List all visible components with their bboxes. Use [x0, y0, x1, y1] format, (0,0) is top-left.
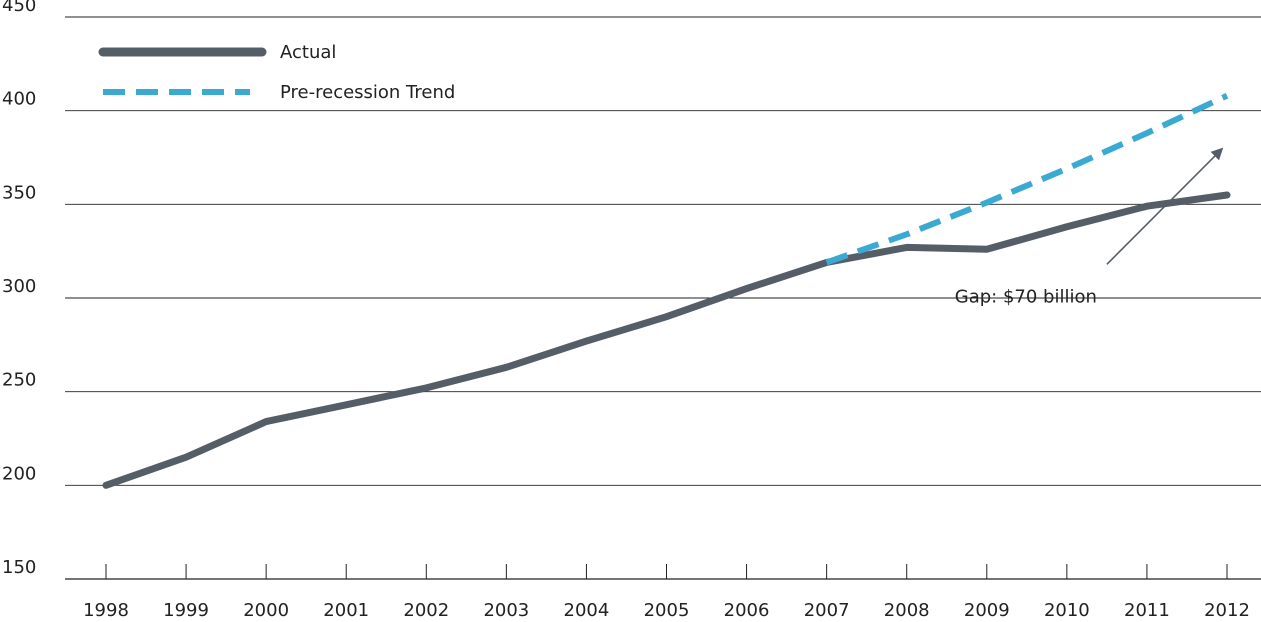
x-tick-label: 2004 — [564, 600, 610, 621]
gridlines — [65, 16, 1261, 486]
y-tick-label: 250 — [2, 370, 36, 391]
x-tick-label: 2000 — [243, 600, 289, 621]
y-tick-label: 200 — [2, 463, 36, 484]
trend-series-line — [825, 92, 1229, 266]
y-tick-label: 450 — [2, 0, 36, 16]
annotation-label: Gap: $70 billion — [955, 286, 1097, 307]
y-tick-label: 150 — [2, 557, 36, 578]
x-tick-label: 2011 — [1124, 600, 1170, 621]
y-tick-label: 300 — [2, 276, 36, 297]
y-tick-label: 350 — [2, 182, 36, 203]
x-tick-label: 2008 — [884, 600, 930, 621]
x-tick-label: 2002 — [403, 600, 449, 621]
legend-label: Pre-recession Trend — [280, 82, 455, 103]
series — [102, 92, 1231, 489]
x-tick-label: 2006 — [724, 600, 770, 621]
x-tick-label: 2009 — [964, 600, 1010, 621]
x-tick-label: 2010 — [1044, 600, 1090, 621]
legend: Actual Pre-recession Trend — [98, 42, 455, 103]
x-tick-label: 1998 — [83, 600, 129, 621]
x-tick-label: 2003 — [483, 600, 529, 621]
legend-label: Actual — [280, 42, 336, 63]
x-tick-label: 2001 — [323, 600, 369, 621]
annotation-arrow — [1106, 147, 1224, 265]
x-tick-label: 2005 — [644, 600, 690, 621]
y-tick-label: 400 — [2, 89, 36, 110]
x-tick-label: 1999 — [163, 600, 209, 621]
actual-series-line — [102, 191, 1231, 489]
x-tick-label: 2007 — [804, 600, 850, 621]
annotation: Gap: $70 billion — [955, 147, 1224, 307]
x-tick-label: 2012 — [1204, 600, 1250, 621]
